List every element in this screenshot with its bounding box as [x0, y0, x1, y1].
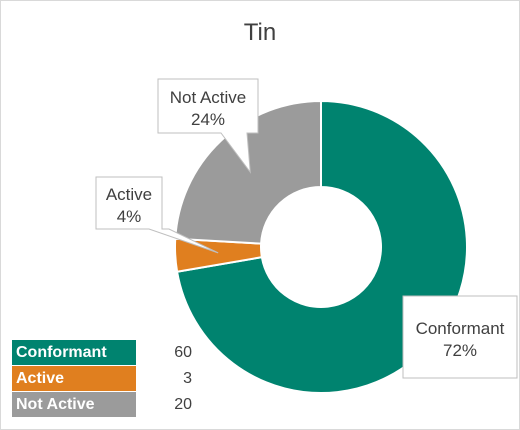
callout-box-active	[95, 176, 219, 254]
slice-conformant	[175, 99, 468, 394]
callout-percent-conformant: 72%	[443, 341, 477, 360]
legend-table: Conformant 60 Active 3 Not Active 20	[12, 340, 196, 418]
callout-label-conformant: Conformant	[416, 319, 505, 338]
callout-conformant: Conformant 72%	[402, 295, 518, 379]
callout-active: Active 4%	[95, 176, 219, 254]
callout-box-conformant	[402, 295, 518, 379]
callout-label-not-active: Not Active	[170, 88, 247, 107]
chart-title: Tin	[243, 19, 277, 46]
legend-value-active: 3	[183, 369, 192, 387]
callout-percent-active: 4%	[117, 207, 142, 226]
legend-row-not-active: Not Active 20	[12, 391, 196, 418]
legend-row-conformant: Conformant 60	[12, 340, 196, 366]
legend-row-active: Active 3	[12, 365, 196, 392]
callout-label-active: Active	[106, 185, 152, 204]
callout-percent-not-active: 24%	[191, 110, 225, 129]
callout-box-not-active	[157, 78, 259, 174]
legend-label-conformant: Conformant	[12, 340, 136, 366]
slice-not-active	[174, 99, 322, 245]
legend-label-active: Active	[12, 365, 136, 392]
callout-not-active: Not Active 24%	[157, 78, 259, 174]
legend-value-not-active: 20	[174, 395, 192, 413]
legend-value-conformant: 60	[174, 343, 192, 361]
legend-label-not-active: Not Active	[12, 391, 136, 418]
